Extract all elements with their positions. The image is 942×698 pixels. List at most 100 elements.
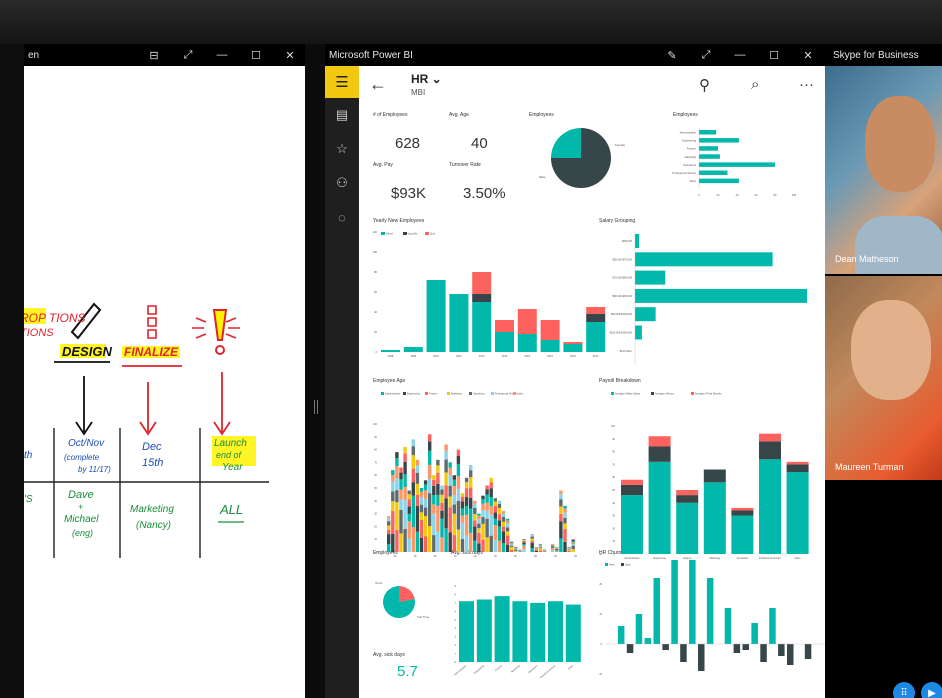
svg-text:+: + bbox=[78, 502, 83, 512]
age-bar-32-1 bbox=[518, 550, 522, 552]
age-bar-21-6 bbox=[473, 500, 477, 504]
star-icon[interactable]: ☆ bbox=[336, 141, 348, 156]
yne-bar-9-0 bbox=[586, 322, 606, 352]
age-bar-23-4 bbox=[481, 503, 485, 511]
age-bar-41-4 bbox=[555, 547, 559, 549]
age-bar-5-0 bbox=[407, 538, 411, 552]
person-icon[interactable]: ⚲ bbox=[699, 77, 710, 94]
dashboard-title[interactable]: HR ⌄ bbox=[411, 72, 442, 86]
kpi-age-tile[interactable]: Avg. Age 40 bbox=[449, 112, 488, 152]
more-icon[interactable]: ··· bbox=[799, 76, 814, 93]
churn-legend-swatch-quits bbox=[621, 563, 624, 566]
age-bar-44-1 bbox=[567, 549, 571, 551]
pay-xtick-1: Engineering bbox=[653, 557, 666, 560]
kpi-turnover-value: 3.50% bbox=[463, 185, 506, 202]
age-ytick-1: 10 bbox=[374, 538, 377, 541]
churn-bar-2 bbox=[626, 644, 634, 653]
pay-bar-6-2 bbox=[786, 461, 809, 465]
maximize-button[interactable]: ☐ bbox=[251, 49, 261, 62]
recent-icon[interactable]: ◌ bbox=[338, 209, 346, 225]
age-bar-9-6 bbox=[423, 480, 428, 485]
age-bar-4-4 bbox=[403, 461, 407, 475]
salary-bar-5 bbox=[635, 325, 642, 340]
age-bar-14-2 bbox=[444, 485, 448, 499]
yne-bar-8-0 bbox=[563, 344, 583, 352]
edit-icon[interactable]: ✎ bbox=[667, 49, 677, 62]
age-bar-10-2 bbox=[428, 478, 432, 494]
age-bar-6-6 bbox=[411, 439, 415, 447]
salary-label-1: $50,000-$70,000 bbox=[612, 257, 632, 261]
age-bar-20-5 bbox=[469, 470, 473, 478]
age-bar-25-0 bbox=[489, 535, 493, 552]
powerbi-titlebar: Microsoft Power BI ✎ ⤢ — ☐ ✕ bbox=[325, 44, 825, 66]
back-arrow-icon[interactable]: ← bbox=[369, 74, 387, 94]
dialpad-button[interactable]: ⠿ bbox=[893, 682, 915, 698]
kpi-pay-value: $93K bbox=[391, 185, 426, 202]
age-bar-33-1 bbox=[522, 545, 526, 550]
minimize-button[interactable]: — bbox=[734, 48, 746, 61]
age-ytick-8: 80 bbox=[374, 449, 377, 452]
whiteboard-canvas[interactable]: ROP TIONS TIONS DESIGN FINALIZE th Oct/N… bbox=[24, 66, 305, 698]
pay-bar-6-1 bbox=[786, 464, 809, 473]
divider-grip[interactable] bbox=[314, 400, 318, 414]
expand-icon[interactable]: ⤢ bbox=[701, 48, 711, 61]
age-bar-42-5 bbox=[559, 494, 563, 500]
share-icon[interactable]: ⊟ bbox=[149, 49, 159, 62]
age-bar-10-5 bbox=[428, 441, 432, 451]
tile-title-employee-age: Employee Age bbox=[373, 378, 405, 384]
expand-icon[interactable]: ⤢ bbox=[183, 48, 193, 61]
salary-bar-1 bbox=[635, 252, 773, 267]
age-bar-35-4 bbox=[530, 536, 534, 539]
kpi-employees-label: # of Employees bbox=[373, 112, 408, 118]
pay-xtick-6: Sales bbox=[795, 557, 802, 560]
churn-bar-7 bbox=[671, 560, 678, 644]
pay-bar-2-1 bbox=[676, 495, 699, 503]
age-bar-3-2 bbox=[399, 499, 403, 510]
age-bar-6-3 bbox=[411, 468, 415, 483]
age-bar-12-5 bbox=[436, 465, 440, 473]
pay-bar-1-2 bbox=[648, 436, 671, 447]
maximize-button[interactable]: ☐ bbox=[769, 49, 779, 62]
pay-xtick-3: Marketing bbox=[710, 557, 721, 560]
yne-legend-label-2: Quit bbox=[430, 232, 435, 236]
hamburger-menu-icon[interactable]: ☰ bbox=[325, 66, 359, 98]
chat-icon[interactable]: ▤ bbox=[335, 107, 349, 122]
pay-bar-0-1 bbox=[621, 484, 643, 496]
age-bar-36-3 bbox=[534, 548, 538, 549]
age-bar-23-0 bbox=[481, 539, 485, 552]
svg-text:Marketing: Marketing bbox=[130, 504, 174, 515]
kpi-turnover-label: Turnover Rate bbox=[449, 162, 481, 168]
age-bar-42-6 bbox=[559, 490, 563, 495]
churn-bar-4 bbox=[644, 638, 652, 644]
age-bar-7-1 bbox=[415, 505, 420, 532]
close-button[interactable]: ✕ bbox=[285, 49, 295, 62]
age-bar-24-0 bbox=[485, 537, 489, 552]
video-tile-dean[interactable]: Dean Matheson bbox=[825, 66, 942, 274]
apps-icon[interactable]: ⚇ bbox=[336, 175, 348, 190]
close-button[interactable]: ✕ bbox=[803, 49, 813, 62]
video-button[interactable]: ▶ bbox=[921, 682, 942, 698]
pay-ytick-3: 30 bbox=[612, 515, 615, 518]
age-bar-25-4 bbox=[489, 488, 493, 498]
yne-xtick-9: 2017 bbox=[593, 354, 599, 358]
video-tile-maureen[interactable]: Maureen Turman bbox=[825, 276, 942, 480]
search-icon[interactable]: ⌕ bbox=[751, 76, 760, 93]
age-bar-11-6 bbox=[432, 475, 436, 480]
age-bar-24-4 bbox=[485, 494, 489, 503]
age-bar-33-0 bbox=[522, 549, 526, 552]
age-bar-37-0 bbox=[538, 550, 543, 552]
emp-bar-tick-2: 40 bbox=[736, 193, 739, 197]
age-bar-25-2 bbox=[489, 505, 493, 515]
age-bar-6-5 bbox=[411, 446, 415, 456]
snap-divider[interactable] bbox=[305, 44, 325, 698]
age-bar-16-4 bbox=[452, 485, 456, 496]
kpi-turnover-tile[interactable]: Turnover Rate 3.50% bbox=[449, 162, 506, 202]
emp-bar-label-0: Administration bbox=[680, 131, 697, 135]
kpi-pay-tile[interactable]: Avg. Pay $93K bbox=[373, 162, 426, 202]
kpi-employees-tile[interactable]: # of Employees 628 bbox=[373, 112, 420, 152]
age-ytick-4: 40 bbox=[374, 500, 377, 503]
age-bar-11-5 bbox=[432, 479, 436, 486]
minimize-button[interactable]: — bbox=[216, 48, 228, 61]
churn-bar-14 bbox=[733, 644, 741, 653]
yne-xtick-1: 2009 bbox=[410, 354, 416, 358]
